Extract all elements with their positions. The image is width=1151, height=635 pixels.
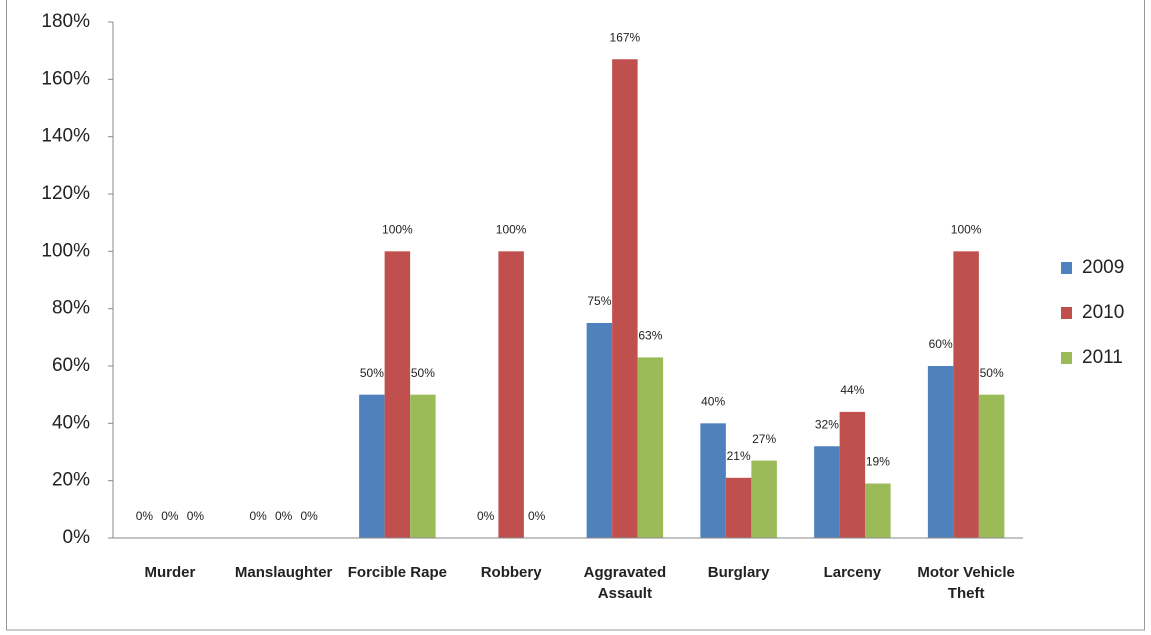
data-label: 50% xyxy=(980,366,1004,380)
data-label: 0% xyxy=(275,509,293,523)
x-tick-label: Burglary xyxy=(707,564,770,581)
y-tick-label: 140% xyxy=(41,126,90,147)
data-label: 0% xyxy=(249,509,267,523)
bar xyxy=(814,446,840,538)
y-tick-label: 100% xyxy=(41,240,90,261)
legend-label: 2010 xyxy=(1082,302,1124,323)
data-label: 21% xyxy=(727,449,751,463)
y-tick-label: 20% xyxy=(52,470,90,491)
bar xyxy=(978,394,1005,538)
data-label: 0% xyxy=(477,509,495,523)
bar xyxy=(410,394,436,538)
y-tick-label: 180% xyxy=(41,11,90,32)
y-tick-label: 120% xyxy=(41,183,90,204)
bar xyxy=(586,323,613,538)
data-label: 0% xyxy=(161,509,179,523)
x-tick-label: Murder xyxy=(144,564,196,581)
data-label: 60% xyxy=(929,337,953,351)
bar xyxy=(384,251,411,539)
bar xyxy=(612,59,638,539)
legend-swatch xyxy=(1061,352,1072,364)
data-label: 50% xyxy=(411,366,435,380)
data-label: 100% xyxy=(951,223,982,237)
data-label: 100% xyxy=(496,223,527,237)
bar xyxy=(927,366,954,538)
data-label: 100% xyxy=(382,223,413,237)
bar xyxy=(725,477,752,538)
data-label: 19% xyxy=(866,455,890,469)
y-tick-label: 80% xyxy=(52,298,90,319)
data-label: 44% xyxy=(840,383,864,397)
bar xyxy=(865,483,891,538)
legend-label: 2011 xyxy=(1082,347,1123,368)
legend-swatch xyxy=(1061,307,1072,319)
x-tick-label: Aggravated Assault xyxy=(583,564,667,602)
data-label: 75% xyxy=(587,294,611,308)
legend-swatch xyxy=(1061,262,1072,274)
y-tick-label: 60% xyxy=(52,355,90,376)
bar xyxy=(839,411,866,538)
bar xyxy=(498,251,524,539)
data-label: 50% xyxy=(360,366,384,380)
x-tick-label: Robbery xyxy=(480,564,542,581)
data-label: 63% xyxy=(638,329,662,343)
bar xyxy=(637,357,664,538)
bar xyxy=(700,423,726,538)
y-tick-label: 40% xyxy=(52,412,90,433)
data-label: 27% xyxy=(752,432,776,446)
legend-label: 2009 xyxy=(1082,257,1124,278)
bar xyxy=(751,460,777,538)
data-label: 0% xyxy=(528,509,546,523)
chart-frame xyxy=(6,0,1145,631)
bar xyxy=(359,394,385,538)
y-tick-label: 160% xyxy=(41,68,90,89)
data-label: 40% xyxy=(701,395,725,409)
data-label: 167% xyxy=(610,30,641,44)
x-tick-label: Forcible Rape xyxy=(347,564,447,581)
bar xyxy=(953,251,979,539)
data-label: 0% xyxy=(300,509,318,523)
x-tick-label: Larceny xyxy=(823,564,882,581)
data-label: 32% xyxy=(815,417,839,431)
x-tick-label: Manslaughter xyxy=(234,564,333,581)
x-tick-label: Motor Vehicle Theft xyxy=(917,564,1015,602)
y-tick-label: 0% xyxy=(63,527,91,548)
data-label: 0% xyxy=(136,509,154,523)
data-label: 0% xyxy=(187,509,205,523)
